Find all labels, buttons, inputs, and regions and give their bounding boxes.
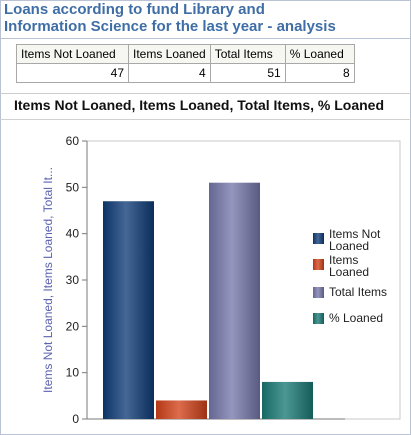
y-tick-label: 60: [66, 134, 80, 148]
summary-header-row: Items Not Loaned Items Loaned Total Item…: [16, 44, 355, 64]
y-axis-title: Items Not Loaned, Items Loaned, Total It…: [41, 167, 55, 393]
bar-2: [156, 400, 207, 419]
legend-label-3: Total Items: [329, 285, 387, 299]
y-tick-label: 10: [66, 366, 80, 380]
header-items-loaned: Items Loaned: [128, 44, 211, 64]
y-tick-label: 30: [66, 273, 80, 287]
legend-swatch-3: [313, 287, 324, 298]
summary-table: Items Not Loaned Items Loaned Total Item…: [16, 44, 355, 83]
legend-label-1: Items Not Loaned: [329, 227, 381, 253]
value-items-not-loaned: 47: [16, 63, 129, 83]
legend-label-4: % Loaned: [329, 311, 383, 325]
report-title: Loans according to fund Library and Info…: [4, 1, 404, 35]
bar-4: [262, 381, 313, 419]
report-title-line-2: Information Science for the last year - …: [4, 18, 336, 35]
header-items-not-loaned: Items Not Loaned: [16, 44, 129, 64]
y-tick-label: 50: [66, 180, 80, 194]
legend-swatch-2: [313, 259, 324, 270]
report-title-line-1: Loans according to fund Library and: [4, 1, 265, 18]
header-percent-loaned: % Loaned: [284, 44, 355, 64]
bar-1: [103, 201, 154, 419]
y-tick-label: 0: [72, 412, 79, 426]
value-total-items: 51: [209, 63, 286, 83]
y-tick-label: 40: [66, 227, 80, 241]
legend-swatch-4: [313, 313, 324, 324]
value-percent-loaned: 8: [284, 63, 355, 83]
legend-swatch-1: [313, 233, 324, 244]
y-tick-label: 20: [66, 319, 80, 333]
title-divider: [0, 38, 411, 39]
bar-3: [209, 182, 260, 419]
legend-label-2: Items Loaned: [329, 253, 369, 279]
section-divider: [0, 93, 411, 94]
chart-title-divider: [0, 119, 411, 120]
bar-chart: 0 10 20 30 40 50 60 Items Not Loaned, Items Loa…: [41, 134, 401, 426]
value-items-loaned: 4: [128, 63, 211, 83]
summary-value-row: 47 4 51 8: [16, 63, 355, 83]
chart-title: Items Not Loaned, Items Loaned, Total It…: [14, 97, 385, 113]
header-total-items: Total Items: [209, 44, 286, 64]
